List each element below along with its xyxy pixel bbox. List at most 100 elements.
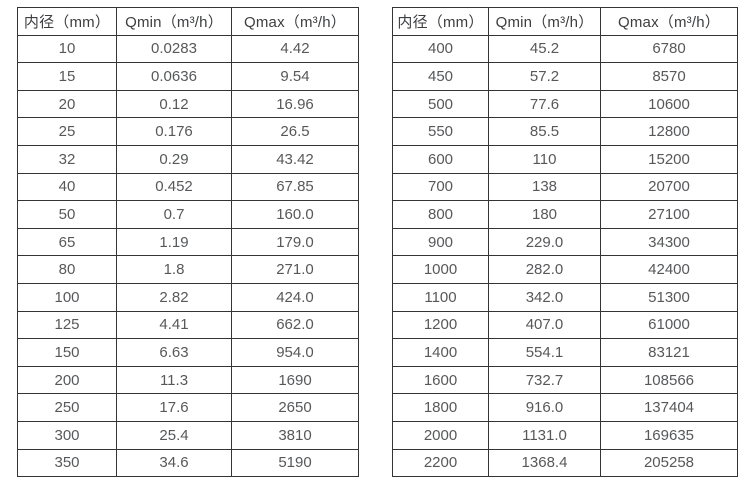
table-cell: 554.1 — [488, 338, 601, 367]
table-cell: 125 — [17, 310, 117, 340]
table-cell: 2000 — [392, 420, 489, 450]
table-cell: 27100 — [600, 200, 738, 229]
header-row: 内径（mm） Qmin（m³/h） Qmax（m³/h） — [17, 7, 359, 36]
column-header: 内径（mm） — [392, 7, 489, 36]
table-row: 80 1.8 271.0 — [17, 255, 359, 284]
table-cell: 179.0 — [231, 227, 359, 257]
table-cell: 954.0 — [231, 338, 359, 367]
column-header: Qmax（m³/h） — [231, 7, 359, 36]
table-cell: 150 — [17, 338, 117, 367]
table-cell: 0.0283 — [116, 34, 232, 64]
table-cell: 12800 — [600, 117, 738, 146]
table-cell: 732.7 — [488, 365, 601, 395]
table-row: 500 77.6 10600 — [392, 89, 738, 119]
table-cell: 26.5 — [231, 117, 359, 146]
table-cell: 110 — [488, 144, 601, 174]
table-row: 1600 732.7 108566 — [392, 365, 738, 395]
table-cell: 32 — [17, 144, 117, 174]
table-cell: 1100 — [392, 282, 489, 312]
column-header: Qmin（m³/h） — [488, 7, 601, 36]
table-cell: 61000 — [600, 310, 738, 340]
column-header: Qmax（m³/h） — [600, 7, 738, 36]
table-cell: 138 — [488, 172, 601, 202]
table-cell: 25.4 — [116, 420, 232, 450]
table-cell: 4.42 — [231, 34, 359, 64]
table-cell: 1000 — [392, 255, 489, 284]
table-cell: 160.0 — [231, 200, 359, 229]
table-row: 200 11.3 1690 — [17, 365, 359, 395]
table-cell: 45.2 — [488, 34, 601, 64]
table-cell: 1131.0 — [488, 420, 601, 450]
table-cell: 20700 — [600, 172, 738, 202]
table-cell: 10600 — [600, 89, 738, 119]
table-cell: 700 — [392, 172, 489, 202]
table-row: 2000 1131.0 169635 — [392, 420, 738, 450]
table-row: 40 0.452 67.85 — [17, 172, 359, 202]
table-row: 300 25.4 3810 — [17, 420, 359, 450]
table-cell: 407.0 — [488, 310, 601, 340]
table-cell: 42400 — [600, 255, 738, 284]
table-cell: 200 — [17, 365, 117, 395]
table-cell: 2.82 — [116, 282, 232, 312]
table-cell: 1690 — [231, 365, 359, 395]
table-row: 450 57.2 8570 — [392, 62, 738, 91]
table-row: 1000 282.0 42400 — [392, 255, 738, 284]
table-row: 20 0.12 16.96 — [17, 89, 359, 119]
table-cell: 500 — [392, 89, 489, 119]
table-cell: 550 — [392, 117, 489, 146]
table-cell: 100 — [17, 282, 117, 312]
table-row: 400 45.2 6780 — [392, 34, 738, 64]
table-cell: 5190 — [231, 448, 359, 478]
table-row: 32 0.29 43.42 — [17, 144, 359, 174]
column-header: 内径（mm） — [17, 7, 117, 36]
table-cell: 6.63 — [116, 338, 232, 367]
table-cell: 17.6 — [116, 393, 232, 422]
table-cell: 342.0 — [488, 282, 601, 312]
table-cell: 85.5 — [488, 117, 601, 146]
column-header: Qmin（m³/h） — [116, 7, 232, 36]
table-header: 内径（mm） Qmin（m³/h） Qmax（m³/h） — [392, 7, 738, 36]
flow-table-large-diameters: 内径（mm） Qmin（m³/h） Qmax（m³/h） 400 45.2 6780 45… — [392, 7, 738, 478]
table-cell: 0.452 — [116, 172, 232, 202]
table-cell: 9.54 — [231, 62, 359, 91]
table-row: 125 4.41 662.0 — [17, 310, 359, 340]
table-row: 800 180 27100 — [392, 200, 738, 229]
table-cell: 205258 — [600, 448, 738, 478]
table-row: 350 34.6 5190 — [17, 448, 359, 478]
table-cell: 4.41 — [116, 310, 232, 340]
table-cell: 0.29 — [116, 144, 232, 174]
table-cell: 0.7 — [116, 200, 232, 229]
table-header: 内径（mm） Qmin（m³/h） Qmax（m³/h） — [17, 7, 359, 36]
table-cell: 250 — [17, 393, 117, 422]
table-cell: 51300 — [600, 282, 738, 312]
table-cell: 1.8 — [116, 255, 232, 284]
table-row: 150 6.63 954.0 — [17, 338, 359, 367]
table-cell: 424.0 — [231, 282, 359, 312]
table-cell: 16.96 — [231, 89, 359, 119]
table-cell: 800 — [392, 200, 489, 229]
table-row: 250 17.6 2650 — [17, 393, 359, 422]
table-cell: 271.0 — [231, 255, 359, 284]
table-cell: 34300 — [600, 227, 738, 257]
table-cell: 916.0 — [488, 393, 601, 422]
table-cell: 229.0 — [488, 227, 601, 257]
table-row: 1200 407.0 61000 — [392, 310, 738, 340]
table-row: 15 0.0636 9.54 — [17, 62, 359, 91]
table-cell: 80 — [17, 255, 117, 284]
table-cell: 137404 — [600, 393, 738, 422]
table-cell: 11.3 — [116, 365, 232, 395]
table-cell: 20 — [17, 89, 117, 119]
table-cell: 6780 — [600, 34, 738, 64]
table-cell: 169635 — [600, 420, 738, 450]
table-cell: 8570 — [600, 62, 738, 91]
table-row: 65 1.19 179.0 — [17, 227, 359, 257]
table-cell: 600 — [392, 144, 489, 174]
table-cell: 3810 — [231, 420, 359, 450]
table-cell: 0.176 — [116, 117, 232, 146]
table-cell: 50 — [17, 200, 117, 229]
table-cell: 450 — [392, 62, 489, 91]
table-cell: 108566 — [600, 365, 738, 395]
flow-table-small-diameters: 内径（mm） Qmin（m³/h） Qmax（m³/h） 10 0.0283 4.42 1… — [17, 7, 359, 478]
table-row: 10 0.0283 4.42 — [17, 34, 359, 64]
